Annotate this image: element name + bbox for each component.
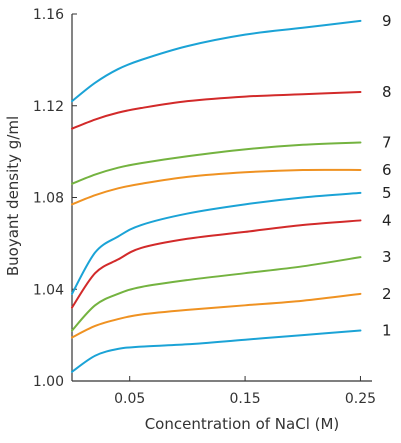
series-line-8 xyxy=(71,90,362,130)
x-tick-label: 0.15 xyxy=(229,391,260,407)
y-tick-label: 1.00 xyxy=(33,374,64,390)
series-line-3 xyxy=(71,256,362,332)
y-axis-title: Buoyant density g/ml xyxy=(4,116,22,276)
series-label-4: 4 xyxy=(382,211,392,229)
x-ticks: 0.05 0.15 0.25 xyxy=(114,376,376,407)
series-line-1 xyxy=(71,329,362,373)
series-line-7 xyxy=(71,141,362,185)
y-tick-label: 1.08 xyxy=(33,191,64,207)
series-label-8: 8 xyxy=(382,83,392,101)
series-line-6 xyxy=(71,168,362,206)
x-axis-title: Concentration of NaCl (M) xyxy=(145,415,340,433)
y-tick-label: 1.12 xyxy=(33,99,64,115)
x-tick-label: 0.25 xyxy=(345,391,376,407)
y-tick-label: 1.16 xyxy=(33,7,64,23)
series-line-2 xyxy=(71,292,362,339)
series-line-9 xyxy=(71,19,362,103)
series-lines xyxy=(71,19,362,373)
series-line-4 xyxy=(71,219,362,309)
series-label-3: 3 xyxy=(382,248,392,266)
series-labels: 1 2 3 4 5 6 7 8 9 xyxy=(382,12,392,340)
series-label-6: 6 xyxy=(382,161,392,179)
y-tick-label: 1.04 xyxy=(33,282,64,298)
series-label-5: 5 xyxy=(382,184,392,202)
series-line-5 xyxy=(71,191,362,295)
x-tick-label: 0.05 xyxy=(114,391,145,407)
series-label-1: 1 xyxy=(382,322,392,340)
series-label-7: 7 xyxy=(382,133,392,151)
series-label-9: 9 xyxy=(382,12,392,30)
series-label-2: 2 xyxy=(382,285,392,303)
y-ticks: 1.00 1.04 1.08 1.12 1.16 xyxy=(33,7,77,390)
